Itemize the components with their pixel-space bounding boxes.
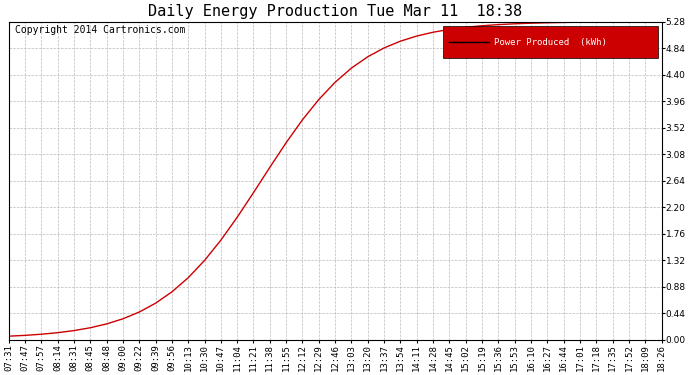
Text: Copyright 2014 Cartronics.com: Copyright 2014 Cartronics.com (15, 25, 186, 35)
FancyBboxPatch shape (443, 27, 658, 58)
Title: Daily Energy Production Tue Mar 11  18:38: Daily Energy Production Tue Mar 11 18:38 (148, 4, 522, 19)
Text: Power Produced  (kWh): Power Produced (kWh) (494, 38, 607, 47)
